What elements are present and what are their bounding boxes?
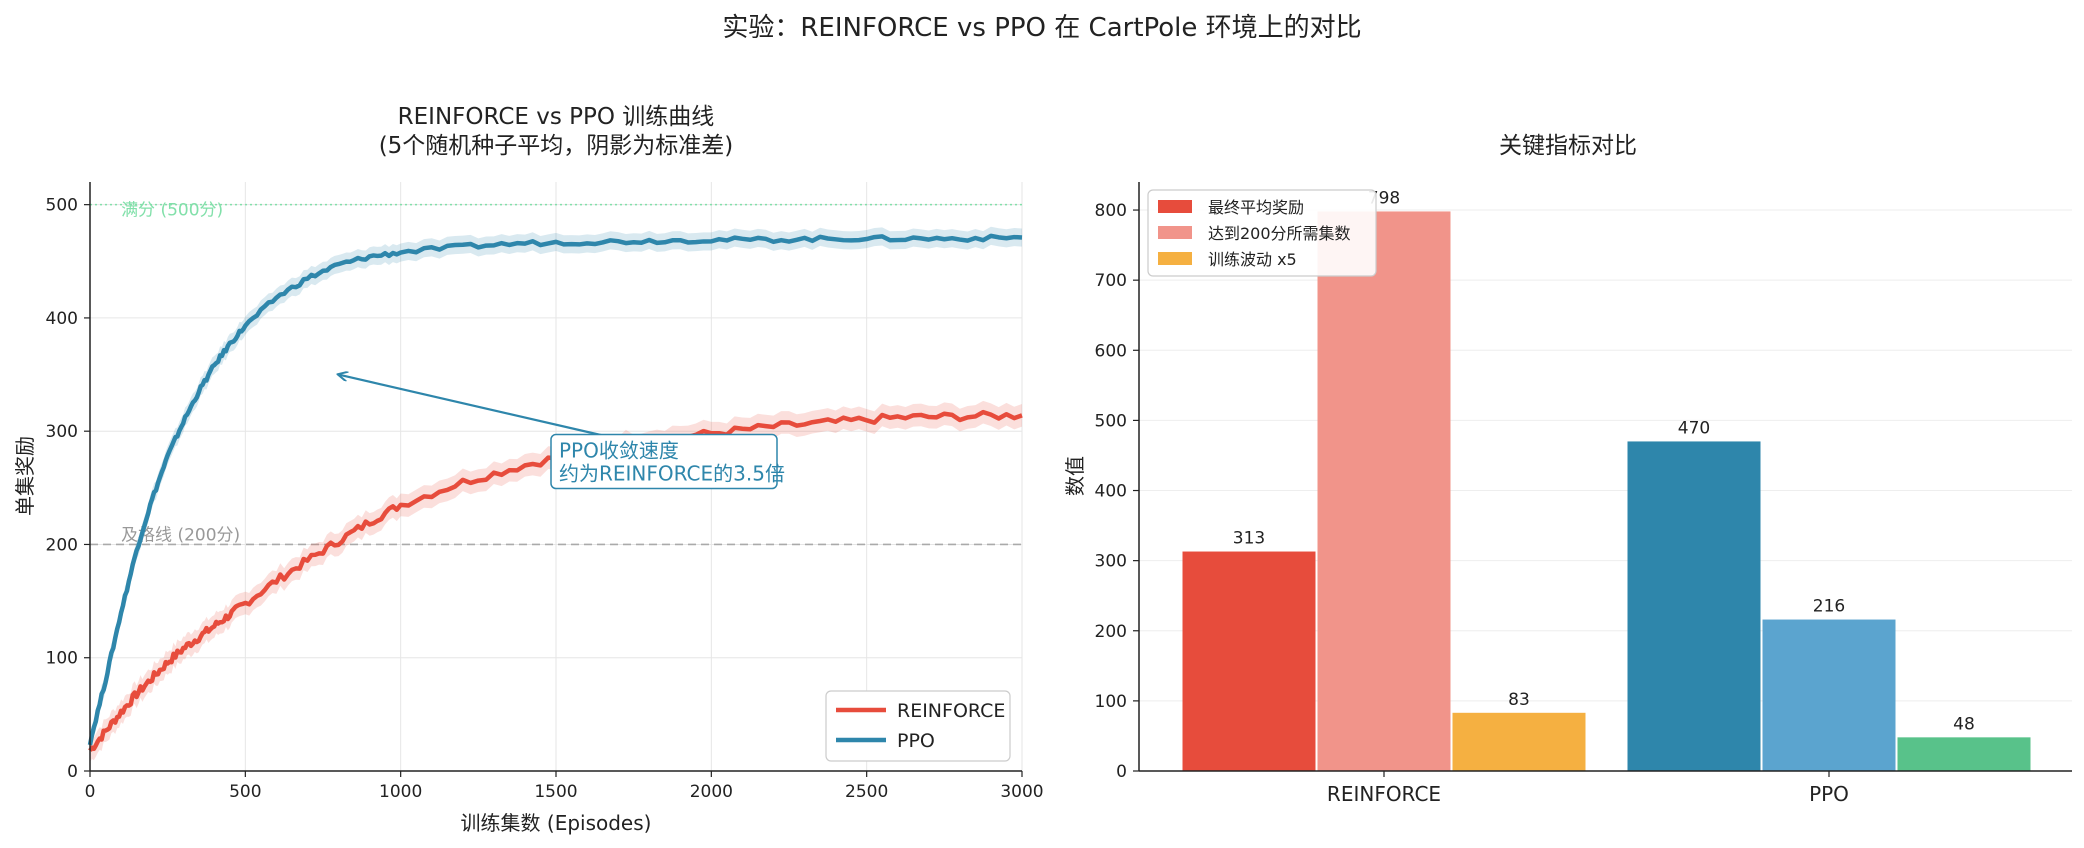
convergence-annotation: PPO收敛速度 约为REINFORCE的3.5倍	[339, 375, 785, 490]
right-x-tick-label: PPO	[1809, 782, 1849, 806]
right-y-tick-label: 300	[1095, 552, 1127, 572]
max-score-label: 满分 (500分)	[121, 201, 223, 221]
legend-final-reward-label: 最终平均奖励	[1208, 198, 1304, 217]
series-line-reinforce	[88, 409, 1023, 752]
right-y-axis-label: 数值	[1063, 456, 1087, 496]
left-chart-title-line1: REINFORCE vs PPO 训练曲线	[398, 104, 715, 130]
left-y-tick-label: 100	[46, 649, 78, 669]
bar-value-label: 313	[1233, 529, 1265, 549]
right-x-tick-label: REINFORCE	[1327, 782, 1441, 806]
bar-ppo-2	[1897, 737, 2031, 771]
left-y-axis-label: 单集奖励	[13, 436, 37, 516]
bar-value-label: 48	[1953, 714, 1975, 734]
bar-reinforce-0	[1182, 551, 1316, 771]
legend-volatility-label: 训练波动 x5	[1208, 250, 1297, 269]
right-x-ticks: REINFORCE PPO	[1327, 771, 1849, 806]
bar-value-label: 83	[1508, 690, 1530, 710]
left-y-tick-label: 300	[46, 422, 78, 442]
legend-volatility-swatch	[1158, 252, 1192, 265]
annotation-box	[550, 433, 778, 490]
legend-ppo-label: PPO	[897, 730, 935, 752]
right-y-tick-label: 500	[1095, 411, 1127, 431]
left-y-tick-label: 400	[46, 309, 78, 329]
bar-ppo-0	[1627, 441, 1761, 771]
right-y-tick-label: 700	[1095, 271, 1127, 291]
annotation-text-line1: PPO收敛速度	[559, 439, 679, 463]
left-chart-title-line2: (5个随机种子平均，阴影为标准差)	[379, 133, 734, 159]
right-chart-legend: 最终平均奖励 达到200分所需集数 训练波动 x5	[1147, 189, 1377, 277]
right-y-tick-label: 0	[1116, 762, 1127, 782]
training-curve-chart: REINFORCE vs PPO 训练曲线 (5个随机种子平均，阴影为标准差) …	[13, 104, 1044, 835]
right-y-tick-label: 100	[1095, 692, 1127, 712]
annotation-text-line2: 约为REINFORCE的3.5倍	[559, 462, 785, 486]
left-x-tick-label: 2000	[690, 782, 733, 802]
left-chart-reference-lines: 满分 (500分) 及格线 (200分)	[90, 201, 1022, 545]
right-y-tick-label: 800	[1095, 201, 1127, 221]
left-x-axis-label: 训练集数 (Episodes)	[461, 811, 652, 835]
left-y-tick-label: 500	[46, 196, 78, 216]
bar-ppo-1	[1762, 619, 1896, 771]
left-x-tick-label: 1500	[534, 782, 577, 802]
figure-suptitle: 实验：REINFORCE vs PPO 在 CartPole 环境上的对比	[722, 13, 1361, 43]
legend-episodes-to-200-label: 达到200分所需集数	[1208, 224, 1351, 243]
left-x-tick-label: 2500	[845, 782, 888, 802]
legend-reinforce-label: REINFORCE	[897, 700, 1005, 722]
right-y-tick-label: 200	[1095, 622, 1127, 642]
bar-reinforce-2	[1452, 712, 1586, 771]
bar-value-label: 216	[1813, 597, 1845, 617]
left-y-ticks: 0 100 200 300 400 500	[46, 196, 90, 782]
left-x-tick-label: 3000	[1000, 782, 1043, 802]
series-line-ppo	[87, 233, 1023, 746]
legend-episodes-to-200-swatch	[1158, 226, 1192, 239]
annotation-arrow	[339, 375, 617, 440]
right-y-tick-label: 600	[1095, 341, 1127, 361]
pass-line-label: 及格线 (200分)	[121, 525, 240, 545]
right-y-tick-label: 400	[1095, 482, 1127, 502]
bar-reinforce-1	[1317, 211, 1451, 771]
legend-final-reward-swatch	[1158, 200, 1192, 213]
left-chart-series	[87, 226, 1023, 763]
left-x-tick-label: 0	[85, 782, 96, 802]
left-chart-legend: REINFORCE PPO	[825, 690, 1011, 762]
right-y-ticks: 0 100 200 300 400 500 600 700 800	[1095, 201, 1139, 782]
right-chart-title: 关键指标对比	[1499, 133, 1637, 159]
left-y-tick-label: 200	[46, 535, 78, 555]
bar-value-label: 470	[1678, 418, 1710, 438]
left-x-tick-label: 500	[229, 782, 261, 802]
left-y-tick-label: 0	[67, 762, 78, 782]
left-x-tick-label: 1000	[379, 782, 422, 802]
right-legend-box	[1147, 189, 1377, 277]
left-x-ticks: 0 500 1000 1500 2000 2500 3000	[85, 771, 1044, 802]
